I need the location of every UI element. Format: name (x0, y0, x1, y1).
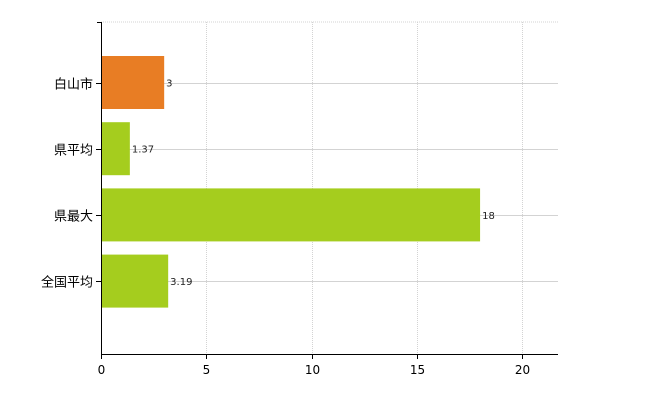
bar-value-label: 18 (482, 211, 495, 222)
category-label: 県平均 (54, 144, 93, 159)
category-label: 全国平均 (41, 275, 93, 291)
x-tick-label: 10 (305, 363, 320, 377)
axis-layer (96, 22, 558, 359)
x-tick-label: 20 (515, 363, 530, 377)
category-label: 県最大 (54, 210, 93, 225)
category-label: 白山市 (54, 77, 93, 93)
bar-value-label: 3 (166, 79, 172, 90)
x-tick-label: 5 (203, 363, 211, 377)
bar-2 (101, 188, 481, 242)
x-tick-label: 0 (98, 363, 106, 377)
bars-layer (101, 56, 481, 308)
bar-value-label: 1.37 (132, 145, 154, 156)
bar-value-label: 3.19 (170, 277, 192, 288)
bar-1 (101, 122, 130, 176)
grid-layer (101, 21, 558, 354)
bar-0 (101, 56, 165, 109)
x-tick-label: 15 (410, 363, 425, 377)
bar-3 (101, 254, 169, 308)
